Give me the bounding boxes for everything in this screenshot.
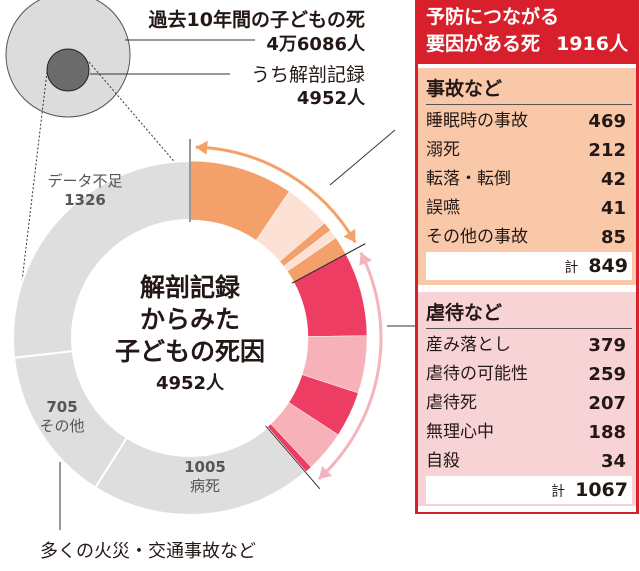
- header-value: 1916人: [556, 33, 628, 55]
- list-item: 睡眠時の事故 469: [426, 107, 630, 136]
- item-label: 溺死: [426, 140, 460, 160]
- list-item: 自殺 34: [426, 447, 630, 476]
- center-line: 解剖記録: [139, 273, 240, 302]
- label-value: 1326: [64, 191, 106, 209]
- item-value: 207: [588, 393, 626, 414]
- total-label: 計: [564, 260, 579, 276]
- total-value: 849: [588, 255, 628, 277]
- item-label: その他の事故: [426, 227, 528, 247]
- autopsy-circle: [46, 48, 90, 92]
- total-label: 計: [551, 484, 566, 500]
- header-line: 予防につながる: [426, 6, 560, 28]
- footnote: 多くの火災・交通事故など: [40, 541, 256, 562]
- abuse-section: 虐待など 産み落とし 379 虐待の可能性 259 虐待死 207 無理心中 188 自殺 34 …: [418, 292, 636, 506]
- arrowhead: [195, 140, 208, 155]
- list-item: その他の事故 85: [426, 223, 630, 252]
- section-title: 事故など: [426, 74, 632, 105]
- list-item: 誤嚥 41: [426, 194, 630, 223]
- center-line: からみた: [139, 305, 240, 334]
- item-value: 259: [588, 364, 626, 385]
- abuse-total: 計 1067: [426, 476, 632, 504]
- accident-range-arrow: [195, 145, 357, 244]
- item-value: 469: [588, 111, 626, 132]
- list-item: 無理心中 188: [426, 418, 630, 447]
- item-label: 睡眠時の事故: [426, 111, 528, 131]
- dotted-line: [88, 61, 191, 181]
- label-value: 705: [46, 398, 78, 416]
- total-value: 1067: [575, 479, 628, 501]
- donut-center-title: 解剖記録 からみた 子どもの死因 4952人: [90, 272, 290, 400]
- item-value: 85: [600, 227, 626, 248]
- item-value: 42: [600, 169, 626, 190]
- arrowhead: [343, 228, 356, 243]
- list-item: 虐待死 207: [426, 389, 630, 418]
- item-label: 転落・転倒: [426, 169, 511, 189]
- label-disease: 1005 病死: [165, 458, 245, 496]
- item-label: 産み落とし: [426, 335, 511, 355]
- list-item: 産み落とし 379: [426, 331, 630, 360]
- label-text: その他: [39, 417, 85, 435]
- item-label: 無理心中: [426, 422, 494, 442]
- label-value: 1005: [184, 458, 226, 476]
- donut-segment-データ不足: [12, 159, 191, 359]
- item-label: 自殺: [426, 451, 460, 471]
- item-value: 379: [588, 335, 626, 356]
- preventable-deaths-panel: 予防につながる 要因がある死 1916人 事故など 睡眠時の事故 469 溺死 212 転…: [415, 0, 639, 514]
- list-item: 溺死 212: [426, 136, 630, 165]
- header-line: 要因がある死: [426, 33, 541, 55]
- item-label: 虐待の可能性: [426, 364, 528, 384]
- list-item: 転落・転倒 42: [426, 165, 630, 194]
- accident-section: 事故など 睡眠時の事故 469 溺死 212 転落・転倒 42 誤嚥 41 その他の事故 85 計…: [418, 68, 636, 285]
- label-text: データ不足: [47, 172, 123, 190]
- total-deaths-label: 過去10年間の子どもの死: [148, 9, 365, 31]
- autopsy-value: 4952人: [296, 88, 365, 109]
- arrowhead: [359, 252, 373, 266]
- item-value: 212: [588, 140, 626, 161]
- section-title: 虐待など: [426, 298, 632, 329]
- label-missing: データ不足 1326: [45, 172, 125, 210]
- group-boundary-line: [265, 425, 321, 490]
- accident-pointer-line: [329, 129, 396, 186]
- panel-header: 予防につながる 要因がある死 1916人: [418, 0, 636, 64]
- item-label: 虐待死: [426, 393, 477, 413]
- total-deaths-value: 4万6086人: [266, 34, 365, 55]
- autopsy-label: うち解剖記録: [250, 64, 365, 86]
- label-other: 705 その他: [22, 398, 102, 436]
- item-value: 34: [600, 451, 626, 472]
- group-boundary-line: [291, 243, 366, 284]
- center-count: 4952人: [155, 373, 225, 394]
- item-label: 誤嚥: [426, 198, 460, 218]
- list-item: 虐待の可能性 259: [426, 360, 630, 389]
- center-line: 子どもの死因: [114, 337, 265, 366]
- abuse-range-arrow: [317, 251, 383, 481]
- item-value: 41: [600, 198, 626, 219]
- label-text: 病死: [189, 477, 220, 495]
- item-value: 188: [588, 422, 626, 443]
- accident-total: 計 849: [426, 252, 632, 280]
- arrowhead: [318, 466, 333, 479]
